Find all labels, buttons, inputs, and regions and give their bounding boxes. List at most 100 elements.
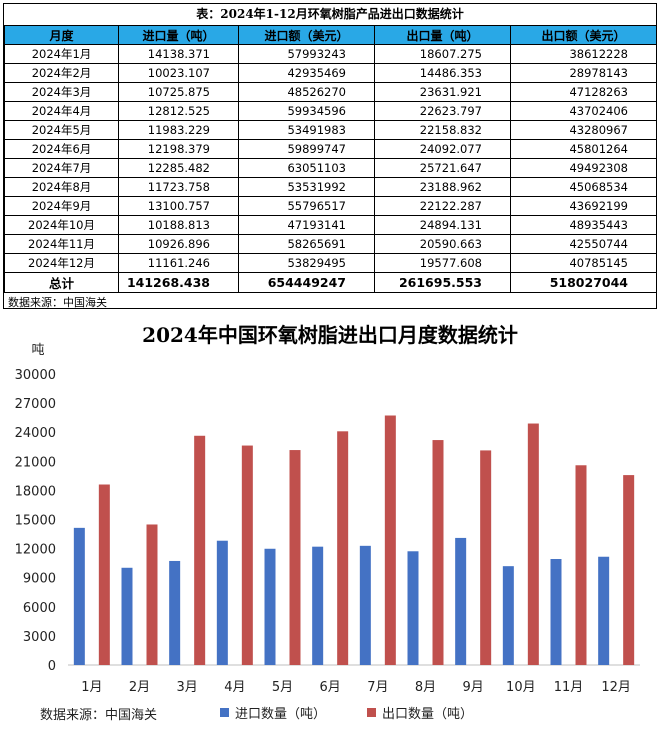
total-import-qty: 141268.438 xyxy=(118,272,239,293)
cell-import-qty: 10023.107 xyxy=(118,63,239,83)
bar-chart: 2024年中国环氧树脂进出口月度数据统计 吨 0 3000 6000 9000 1200… xyxy=(15,323,640,723)
y-tick-label: 3000 xyxy=(23,630,56,645)
y-tick-label: 15000 xyxy=(15,514,56,529)
bar-export xyxy=(98,484,110,665)
bar-export xyxy=(480,450,492,665)
cell-export-qty: 14486.353 xyxy=(374,63,511,83)
cell-export-value: 38612228 xyxy=(510,44,657,64)
cell-import-value: 63051103 xyxy=(238,158,375,178)
table-total-row: 总计 141268.438 654449247 261695.553 518027044 xyxy=(4,272,657,293)
cell-export-qty: 18607.275 xyxy=(374,44,511,64)
bar-import xyxy=(121,567,133,665)
table-row: 2024年11月 10926.896 58265691 20590.663 425507… xyxy=(4,234,657,254)
chart-title: 2024年中国环氧树脂进出口月度数据统计 xyxy=(142,323,518,347)
table-header-row: 月度 进口量（吨） 进口额（美元） 出口量（吨） 出口额（美元） xyxy=(4,25,657,45)
bar-export xyxy=(146,524,158,665)
cell-export-qty: 22623.797 xyxy=(374,101,511,121)
cell-month: 2024年6月 xyxy=(4,139,119,159)
cell-export-value: 43692199 xyxy=(510,196,657,216)
legend-swatch-export xyxy=(367,708,376,717)
data-table-panel: 表：2024年1-12月环氧树脂产品进出口数据统计 月度 进口量（吨） 进口额（… xyxy=(3,3,657,309)
bar-import xyxy=(502,566,514,665)
table-row: 2024年3月 10725.875 48526270 23631.921 4712826… xyxy=(4,82,657,102)
y-tick-label: 24000 xyxy=(15,426,56,441)
cell-export-qty: 19577.608 xyxy=(374,253,511,273)
bar-export xyxy=(337,431,349,665)
cell-import-value: 53829495 xyxy=(238,253,375,273)
y-tick-label: 27000 xyxy=(15,397,56,412)
bar-import xyxy=(264,548,276,665)
cell-import-value: 53531992 xyxy=(238,177,375,197)
bar-export xyxy=(527,423,539,665)
x-tick-label: 7月 xyxy=(367,680,388,695)
y-tick-label: 30000 xyxy=(15,368,56,383)
cell-import-qty: 10188.813 xyxy=(118,215,239,235)
legend-swatch-import xyxy=(220,708,229,717)
bar-export xyxy=(241,445,253,665)
cell-export-value: 48935443 xyxy=(510,215,657,235)
table-title: 表：2024年1-12月环氧树脂产品进出口数据统计 xyxy=(196,7,464,21)
cell-export-value: 47128263 xyxy=(510,82,657,102)
cell-import-qty: 14138.371 xyxy=(118,44,239,64)
cell-import-qty: 11983.229 xyxy=(118,120,239,140)
cell-import-value: 55796517 xyxy=(238,196,375,216)
cell-import-qty: 12198.379 xyxy=(118,139,239,159)
header-import-qty: 进口量（吨） xyxy=(118,25,239,45)
cell-export-value: 49492308 xyxy=(510,158,657,178)
cell-month: 2024年11月 xyxy=(4,234,119,254)
x-axis-ticks: 1月 2月 3月 4月 5月 6月 7月 8月 9月 10月 11月 12月 xyxy=(81,680,631,695)
cell-import-value: 42935469 xyxy=(238,63,375,83)
table-row: 2024年7月 12285.482 63051103 25721.647 4949230… xyxy=(4,158,657,178)
data-table: 月度 进口量（吨） 进口额（美元） 出口量（吨） 出口额（美元） 2024年1月… xyxy=(4,25,657,293)
legend-label-import: 进口数量（吨） xyxy=(235,707,326,722)
cell-month: 2024年5月 xyxy=(4,120,119,140)
x-tick-label: 11月 xyxy=(554,680,584,695)
y-tick-label: 6000 xyxy=(23,601,56,616)
table-row: 2024年5月 11983.229 53491983 22158.832 4328096… xyxy=(4,120,657,140)
cell-month: 2024年7月 xyxy=(4,158,119,178)
cell-month: 2024年4月 xyxy=(4,101,119,121)
chart-source: 数据来源：中国海关 xyxy=(40,708,157,723)
cell-export-qty: 23631.921 xyxy=(374,82,511,102)
table-row: 2024年9月 13100.757 55796517 22122.287 4369219… xyxy=(4,196,657,216)
cell-import-qty: 11723.758 xyxy=(118,177,239,197)
table-row: 2024年2月 10023.107 42935469 14486.353 2897814… xyxy=(4,63,657,83)
table-source: 数据来源：中国海关 xyxy=(8,296,107,309)
y-tick-label: 21000 xyxy=(15,455,56,470)
y-axis-ticks: 0 3000 6000 9000 12000 15000 18000 21000 24000 27… xyxy=(15,368,56,674)
total-import-value: 654449247 xyxy=(238,272,375,293)
bar-export xyxy=(194,435,206,665)
cell-export-qty: 25721.647 xyxy=(374,158,511,178)
cell-month: 2024年1月 xyxy=(4,44,119,64)
table-row: 2024年4月 12812.525 59934596 22623.797 4370240… xyxy=(4,101,657,121)
cell-export-value: 40785145 xyxy=(510,253,657,273)
total-export-value: 518027044 xyxy=(510,272,657,293)
cell-month: 2024年3月 xyxy=(4,82,119,102)
cell-export-qty: 22158.832 xyxy=(374,120,511,140)
cell-export-value: 45801264 xyxy=(510,139,657,159)
y-axis-unit: 吨 xyxy=(31,343,44,358)
cell-import-value: 59899747 xyxy=(238,139,375,159)
header-export-value: 出口额（美元） xyxy=(510,25,657,45)
bar-import xyxy=(455,537,467,665)
x-tick-label: 1月 xyxy=(81,680,102,695)
bar-import xyxy=(169,560,181,665)
total-export-qty: 261695.553 xyxy=(374,272,511,293)
x-tick-label: 12月 xyxy=(601,680,631,695)
bar-import xyxy=(598,556,610,665)
y-tick-label: 9000 xyxy=(23,572,56,587)
table-body: 2024年1月 14138.371 57993243 18607.275 3861222… xyxy=(4,44,657,293)
cell-import-value: 58265691 xyxy=(238,234,375,254)
cell-export-value: 28978143 xyxy=(510,63,657,83)
legend: 数据来源：中国海关 进口数量（吨） 出口数量（吨） xyxy=(40,707,473,723)
cell-export-value: 43280967 xyxy=(510,120,657,140)
bar-export xyxy=(432,440,444,665)
cell-month: 2024年10月 xyxy=(4,215,119,235)
header-month: 月度 xyxy=(4,25,119,45)
bar-export xyxy=(289,450,301,665)
header-export-qty: 出口量（吨） xyxy=(374,25,511,45)
cell-import-value: 48526270 xyxy=(238,82,375,102)
cell-import-qty: 10926.896 xyxy=(118,234,239,254)
cell-month: 2024年8月 xyxy=(4,177,119,197)
cell-export-value: 43702406 xyxy=(510,101,657,121)
